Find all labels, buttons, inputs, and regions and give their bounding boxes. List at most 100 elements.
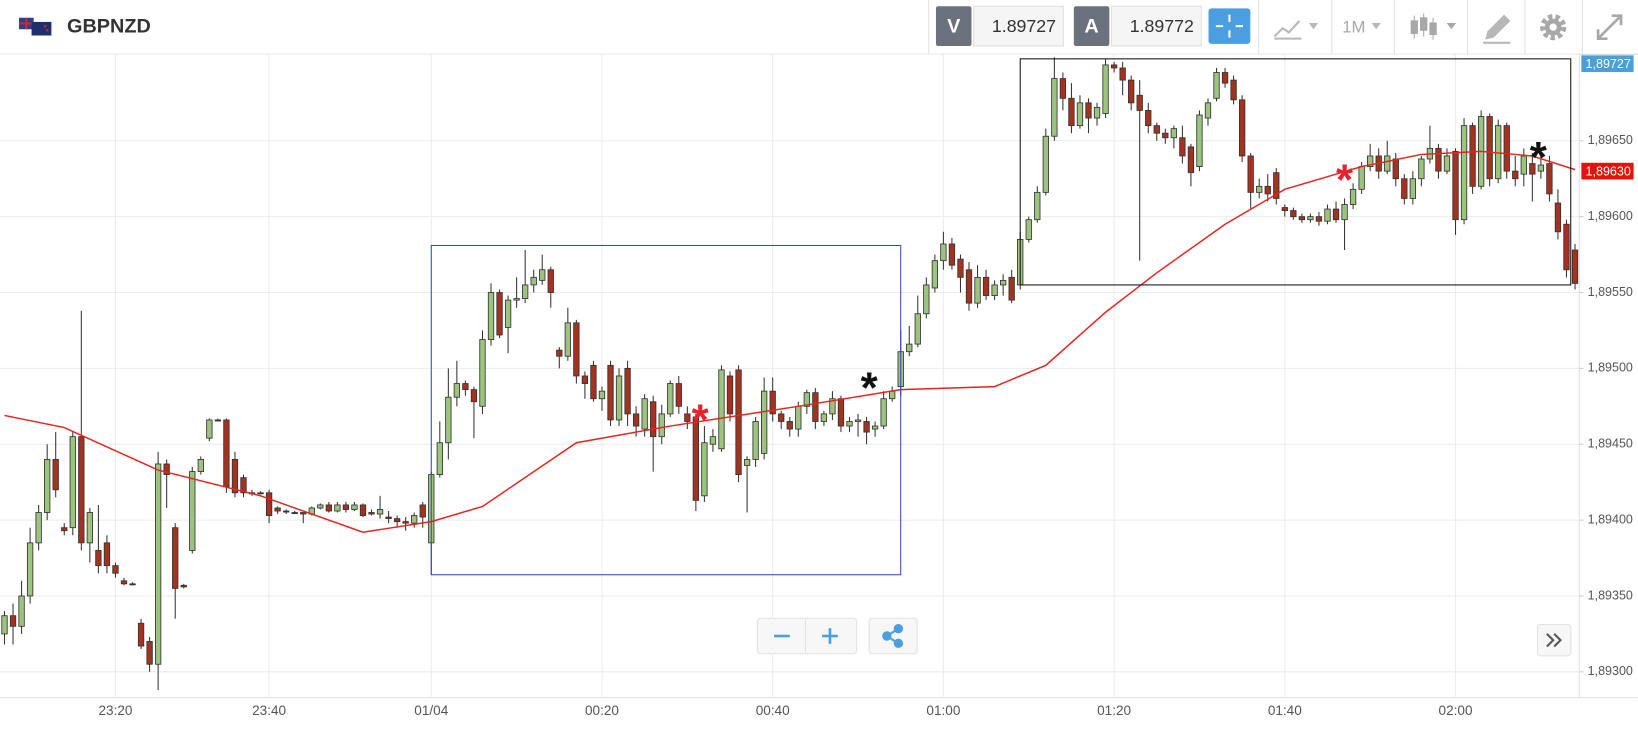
y-tick-label: 1,89350 — [1588, 588, 1633, 602]
candle-body — [317, 504, 324, 509]
candle-body — [982, 276, 990, 296]
x-tick-label: 02:00 — [1439, 703, 1473, 718]
candle-body — [112, 565, 119, 574]
candle-body — [1324, 208, 1331, 222]
draw-button[interactable] — [1483, 14, 1511, 44]
candle-body — [44, 458, 51, 513]
annotation: * — [692, 395, 710, 444]
candle-body — [513, 298, 520, 301]
candle-body — [1145, 110, 1152, 127]
candle-body — [180, 584, 187, 588]
candle-body — [923, 284, 930, 315]
settings-button[interactable] — [1540, 14, 1567, 41]
candle-body — [846, 421, 853, 427]
share-button[interactable] — [868, 617, 918, 655]
candle-body — [402, 521, 409, 524]
candle-body — [18, 595, 25, 627]
sell-price-box[interactable] — [973, 5, 1064, 47]
annotation: * — [1530, 133, 1548, 182]
candle-body — [206, 419, 213, 439]
candle-body — [1162, 132, 1169, 139]
candle-body — [120, 580, 128, 585]
candle-body — [607, 364, 614, 421]
candle-body — [948, 243, 956, 266]
candle-body — [1042, 135, 1049, 193]
candle-body — [1307, 216, 1314, 221]
candle-body — [1367, 155, 1374, 168]
candle-body — [1068, 97, 1075, 127]
candle-body — [368, 512, 375, 515]
candle-body — [658, 413, 665, 438]
candle-body — [1025, 219, 1032, 240]
candle-body — [1349, 188, 1357, 205]
candle-body — [1051, 78, 1058, 137]
candle-body — [684, 413, 691, 422]
timeframe[interactable]: 1M — [1342, 18, 1365, 37]
moving-average-line — [4, 150, 1576, 533]
candle-body — [1119, 67, 1126, 81]
candle-body — [1537, 164, 1545, 172]
chart-type-button[interactable] — [1273, 20, 1319, 40]
scroll-end-icon — [1546, 633, 1562, 648]
candle-body — [1298, 216, 1306, 221]
candle-body — [1520, 155, 1527, 175]
candle-body — [78, 436, 85, 544]
buy-label[interactable]: A — [1084, 15, 1098, 37]
candle-body — [453, 383, 461, 398]
candle-body — [1315, 216, 1323, 222]
candle-body — [957, 258, 964, 278]
candle-body — [1418, 158, 1425, 180]
candle-body — [197, 458, 204, 472]
candle-body — [1256, 185, 1263, 193]
symbol: GBPNZD — [67, 15, 151, 37]
candle-body — [411, 515, 418, 524]
zoom-in[interactable] — [822, 628, 838, 644]
x-tick-label: 01:40 — [1268, 703, 1302, 718]
sell-label[interactable]: V — [947, 15, 961, 37]
sell-price[interactable]: 1.89727 — [992, 16, 1056, 36]
candle-body — [274, 507, 281, 512]
price-marker-label: 1,89630 — [1586, 164, 1631, 178]
candle-body — [829, 398, 836, 415]
plot: 1,89300 1,89350 1,89400 1,89450 1,89500 1,895… — [0, 54, 1638, 718]
share-icon — [882, 623, 904, 649]
candle-body — [1, 615, 8, 635]
candle-body — [1238, 99, 1246, 157]
candle-body — [761, 390, 768, 454]
timeframe-caret[interactable] — [1371, 22, 1381, 30]
zoom-controls — [756, 617, 1572, 657]
flag-icon — [19, 17, 52, 36]
fullscreen-button[interactable] — [1596, 14, 1623, 40]
buy-price-box[interactable] — [1110, 5, 1202, 47]
candle-body — [1443, 155, 1451, 172]
candle-body — [231, 458, 239, 494]
y-tick-label: 1,89400 — [1588, 512, 1633, 526]
candle-body — [1392, 158, 1399, 180]
x-tick-label: 00:40 — [756, 703, 790, 718]
candle-body — [871, 425, 879, 430]
candle-body — [265, 492, 273, 516]
candle-body — [709, 436, 717, 445]
candle-body — [1153, 125, 1160, 134]
candle-body — [470, 389, 478, 403]
candle-body — [1264, 185, 1271, 195]
sell-button[interactable] — [935, 6, 972, 46]
candle-body — [300, 512, 307, 515]
candle-body — [257, 492, 264, 495]
candle-body — [1085, 102, 1092, 119]
candle-style-button[interactable] — [1410, 13, 1457, 40]
crosshair-button[interactable] — [1208, 8, 1251, 44]
candle-body — [351, 504, 358, 510]
candle-body — [129, 583, 136, 586]
candle-body — [632, 413, 640, 427]
candle-body — [547, 269, 554, 293]
candle-body — [419, 504, 426, 518]
candle-body — [778, 413, 785, 422]
candle-body — [889, 390, 896, 400]
candle-body — [69, 436, 76, 529]
candle-body — [1546, 163, 1553, 195]
candle-body — [931, 260, 939, 289]
buy-price[interactable]: 1.89772 — [1130, 16, 1194, 36]
annotation: * — [1336, 156, 1354, 205]
buy-button[interactable] — [1073, 6, 1110, 46]
